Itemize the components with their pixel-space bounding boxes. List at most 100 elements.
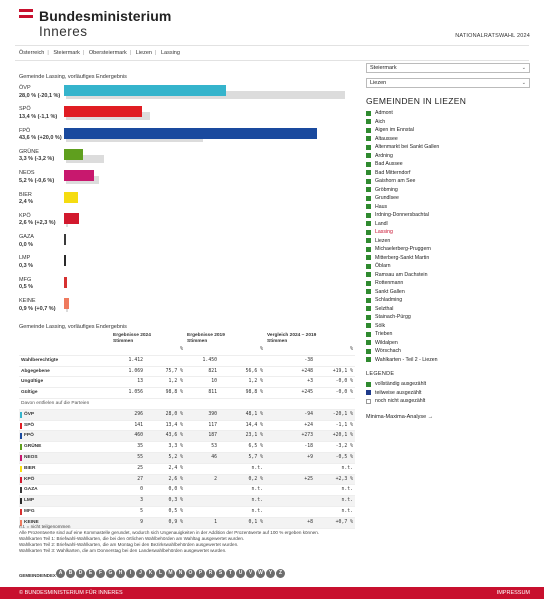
- gemeinde-item[interactable]: Wörschach: [366, 347, 439, 356]
- gemeinde-item[interactable]: Ardning: [366, 152, 439, 161]
- index-letter-m[interactable]: M: [166, 569, 175, 578]
- bar-2024[interactable]: [64, 127, 317, 139]
- index-letter-h[interactable]: H: [116, 569, 125, 578]
- breadcrumb-item[interactable]: Liezen: [135, 50, 152, 56]
- legend: vollständig ausgezählt teilweise ausgezäh…: [366, 380, 426, 406]
- gemeinde-item[interactable]: Grundlsee: [366, 194, 439, 203]
- index-letter-p[interactable]: P: [196, 569, 205, 578]
- gemeinde-item[interactable]: Stainach-Pürgg: [366, 313, 439, 322]
- gemeinde-item[interactable]: Haus: [366, 203, 439, 212]
- gemeinde-item[interactable]: Altenmarkt bei Sankt Gallen: [366, 143, 439, 152]
- index-letter-j[interactable]: J: [136, 569, 145, 578]
- cell: -1,1 %: [315, 420, 355, 432]
- gemeinde-item[interactable]: Ramsau am Dachstein: [366, 271, 439, 280]
- index-letter-k[interactable]: K: [146, 569, 155, 578]
- bar-2024[interactable]: [64, 298, 70, 309]
- table-row: GAZA 0 0,0 % n.t. n.t.: [19, 484, 355, 497]
- gemeinde-item[interactable]: Trieben: [366, 330, 439, 339]
- gemeinde-item[interactable]: Wildalpen: [366, 339, 439, 348]
- gemeinde-item[interactable]: Lassing: [366, 228, 439, 237]
- index-letter-v[interactable]: V: [246, 569, 255, 578]
- gemeinde-item[interactable]: Mitterberg-Sankt Martin: [366, 254, 439, 263]
- index-letter-a[interactable]: A: [56, 569, 65, 578]
- gemeinde-item[interactable]: Gröbming: [366, 186, 439, 195]
- legend-item: noch nicht ausgezählt: [366, 397, 426, 406]
- row-label: KEINE: [19, 517, 111, 529]
- gemeinde-item[interactable]: Selzthal: [366, 305, 439, 314]
- index-letter-l[interactable]: L: [156, 569, 165, 578]
- legend-swatch-icon: [366, 390, 371, 395]
- cell: 0,2 %: [219, 474, 265, 486]
- index-letter-f[interactable]: F: [96, 569, 105, 578]
- brand-title[interactable]: Bundesministerium: [39, 8, 172, 24]
- index-letter-w[interactable]: W: [256, 569, 265, 578]
- gemeinde-item[interactable]: Rottenmann: [366, 279, 439, 288]
- gemeinde-item[interactable]: Sankt Gallen: [366, 288, 439, 297]
- minmax-analysis-link[interactable]: Minima-Maxima-Analyse →: [366, 414, 434, 420]
- brand-subtitle[interactable]: Inneres: [39, 24, 88, 39]
- cell: 0,0 %: [145, 484, 185, 497]
- gemeinde-item[interactable]: Wahlkarten - Teil 2 - Liezen: [366, 356, 439, 365]
- bar-2024[interactable]: [64, 234, 66, 246]
- cell: 821: [185, 366, 219, 378]
- gemeinde-item[interactable]: Öblarn: [366, 262, 439, 271]
- cell: [185, 495, 219, 507]
- gemeinde-item[interactable]: Landl: [366, 220, 439, 229]
- index-letter-t[interactable]: T: [226, 569, 235, 578]
- cell: 5,2 %: [145, 452, 185, 464]
- gemeinde-item[interactable]: Sölk: [366, 322, 439, 331]
- breadcrumb-item[interactable]: Obersteiermark: [88, 50, 127, 56]
- gemeinde-item[interactable]: Altaussee: [366, 135, 439, 144]
- cell: 1.056: [111, 387, 145, 399]
- chevron-down-icon: ⌄: [521, 65, 526, 71]
- gemeinde-item[interactable]: Aigen im Ennstal: [366, 126, 439, 135]
- status-square-icon: [366, 263, 371, 269]
- bar-2024[interactable]: [64, 191, 78, 203]
- district-select[interactable]: Liezen ⌄: [366, 78, 530, 88]
- gemeinde-item[interactable]: Liezen: [366, 237, 439, 246]
- table-row: GRÜNE 35 3,3 % 53 6,5 % -18 -3,2 %: [19, 441, 355, 453]
- gemeinde-item[interactable]: Aich: [366, 118, 439, 127]
- gemeinde-item[interactable]: Bad Aussee: [366, 160, 439, 169]
- cell: n.t.: [315, 463, 355, 475]
- index-letter-o[interactable]: O: [186, 569, 195, 578]
- bar-2024[interactable]: [64, 85, 227, 96]
- cell: n.t.: [219, 484, 265, 497]
- footnote-line: Wahlkarten Teil 1: Briefwahl-Wahlkarten,…: [19, 536, 245, 541]
- bar-2024[interactable]: [64, 106, 142, 118]
- bar-2024[interactable]: [64, 170, 95, 182]
- data-label: 28,0 % (-20,1 %): [19, 92, 61, 99]
- gemeinde-item[interactable]: Bad Mitterndorf: [366, 169, 439, 178]
- breadcrumb-item[interactable]: Österreich: [19, 50, 45, 56]
- index-letter-y[interactable]: Y: [266, 569, 275, 578]
- gemeinde-item[interactable]: Irdning-Donnersbachtal: [366, 211, 439, 220]
- gemeinde-item[interactable]: Admont: [366, 109, 439, 118]
- index-letter-d[interactable]: D: [76, 569, 85, 578]
- index-letter-b[interactable]: B: [66, 569, 75, 578]
- index-letter-g[interactable]: G: [106, 569, 115, 578]
- table-row: FPÖ 460 43,6 % 187 23,1 % +273 +20,1 %: [19, 430, 355, 443]
- impressum-link[interactable]: IMPRESSUM: [496, 590, 530, 596]
- bar-2024[interactable]: [64, 276, 67, 288]
- index-letter-u[interactable]: U: [236, 569, 245, 578]
- gemeinde-item[interactable]: Gaishorn am See: [366, 177, 439, 186]
- bar-2024[interactable]: [64, 148, 84, 160]
- header-2024: Ergebnisse 2024 Stimmen: [113, 333, 151, 344]
- index-letter-z[interactable]: Z: [276, 569, 285, 578]
- state-select[interactable]: Steiermark ⌄: [366, 63, 530, 73]
- index-letter-e[interactable]: E: [86, 569, 95, 578]
- bar-2024[interactable]: [64, 255, 66, 267]
- index-letter-n[interactable]: N: [176, 569, 185, 578]
- index-letter-i[interactable]: I: [126, 569, 135, 578]
- cell: -3,2 %: [315, 441, 355, 453]
- gemeinde-item[interactable]: Michaelerberg-Pruggern: [366, 245, 439, 254]
- bar-2024[interactable]: [64, 212, 80, 224]
- austria-flag-logo[interactable]: [19, 9, 33, 18]
- cell: 3: [111, 495, 145, 507]
- chevron-down-icon: ⌄: [521, 80, 526, 86]
- gemeinde-item[interactable]: Schladming: [366, 296, 439, 305]
- breadcrumb-item[interactable]: Steiermark: [53, 50, 80, 56]
- cell: 0,9 %: [145, 517, 185, 529]
- index-letter-s[interactable]: S: [216, 569, 225, 578]
- index-letter-r[interactable]: R: [206, 569, 215, 578]
